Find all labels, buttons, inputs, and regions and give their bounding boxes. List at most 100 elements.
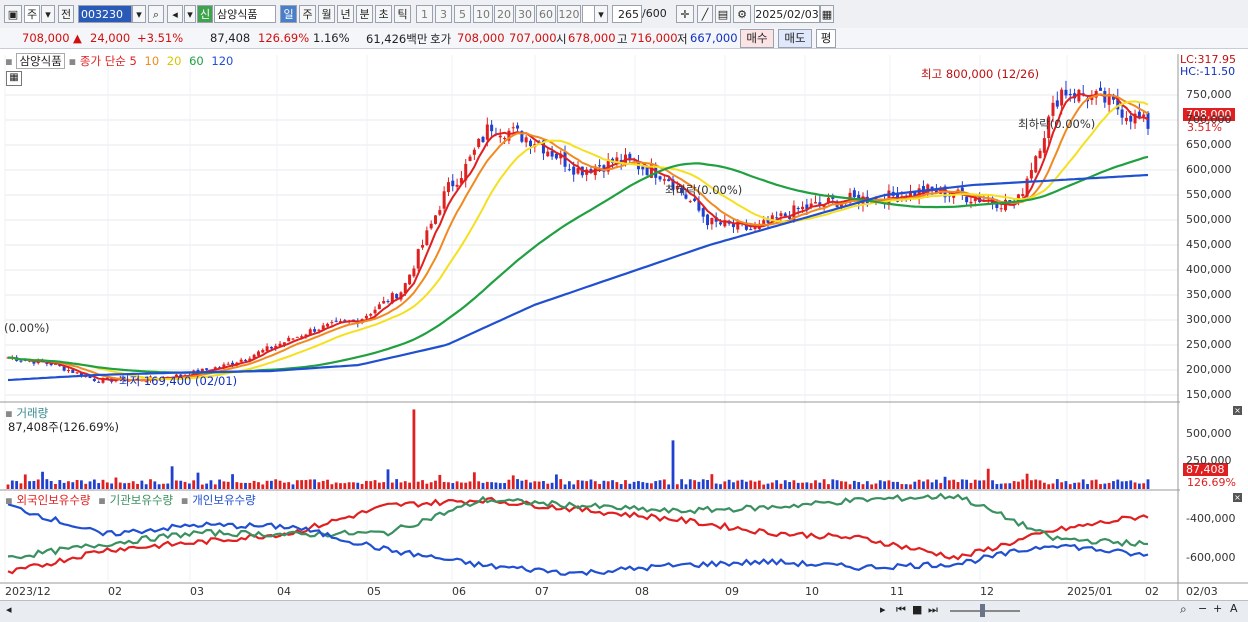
period-week[interactable]: 주 <box>299 5 316 23</box>
layout-icon[interactable]: ▣ <box>4 5 22 23</box>
candle-body <box>818 202 822 205</box>
volume-bar <box>576 480 580 489</box>
interval-5[interactable]: 5 <box>454 5 471 23</box>
zoom-slider[interactable] <box>950 610 1020 612</box>
scroll-left-icon[interactable]: ◂ <box>6 603 12 616</box>
speaker-dropdown-icon[interactable]: ▾ <box>184 5 196 23</box>
candle-body <box>909 190 912 198</box>
stock-code-input[interactable]: 003230 <box>78 5 132 23</box>
volume-bar <box>952 479 956 489</box>
volume-bar <box>308 479 312 489</box>
legend-foreign[interactable]: 외국인보유수량 <box>16 493 91 507</box>
volume-bar <box>697 481 701 489</box>
period-second[interactable]: 초 <box>375 5 392 23</box>
gear-icon[interactable]: ⚙ <box>733 5 751 23</box>
speaker-icon[interactable]: ◂ <box>167 5 183 23</box>
volume-bar <box>874 483 878 489</box>
stock-name[interactable]: 삼양식품 <box>214 5 276 23</box>
interval-30[interactable]: 30 <box>515 5 535 23</box>
interval-20[interactable]: 20 <box>494 5 514 23</box>
open-label: 시 <box>556 32 567 46</box>
period-tick[interactable]: 틱 <box>394 5 411 23</box>
legend-ma120[interactable]: 120 <box>211 54 234 68</box>
save-icon[interactable]: ▤ <box>715 5 731 23</box>
close-icon[interactable]: × <box>1233 406 1242 415</box>
period-month[interactable]: 월 <box>318 5 335 23</box>
buy-button[interactable]: 매수 <box>740 29 774 48</box>
period-year[interactable]: 년 <box>337 5 354 23</box>
candle-body <box>952 195 956 198</box>
chevron-down-icon[interactable]: ▾ <box>41 5 55 23</box>
candle-body <box>32 361 36 364</box>
candle-body <box>1055 100 1059 107</box>
search-icon[interactable]: ⌕ <box>1180 602 1187 616</box>
volume-bar <box>598 483 601 489</box>
legend-ma60[interactable]: 60 <box>189 54 204 68</box>
code-dropdown-icon[interactable]: ▾ <box>132 5 146 23</box>
calendar-icon[interactable]: ▦ <box>820 5 834 23</box>
sell-button[interactable]: 매도 <box>778 29 812 48</box>
legend-box-icon: ▪ <box>5 406 13 420</box>
volume-bar <box>857 482 861 489</box>
crosshair-icon[interactable]: ✛ <box>676 5 694 23</box>
volume-bar <box>1112 481 1115 489</box>
legend-retail[interactable]: 개인보유수량 <box>192 493 256 507</box>
bid-price-2: 707,000 <box>509 31 557 45</box>
interval-10[interactable]: 10 <box>473 5 493 23</box>
prev-button[interactable]: 전 <box>58 5 74 23</box>
interval-120[interactable]: 120 <box>557 5 581 23</box>
count-input[interactable]: 265 <box>612 5 642 23</box>
draw-line-icon[interactable]: ╱ <box>697 5 713 23</box>
legend-ma20[interactable]: 20 <box>166 54 182 68</box>
interval-1[interactable]: 1 <box>416 5 433 23</box>
zoom-in-icon[interactable]: + <box>1213 602 1223 615</box>
period-day[interactable]: 일 <box>280 5 297 23</box>
volume-bar <box>835 480 839 489</box>
legend-ma5[interactable]: 종가 단순 5 <box>79 54 137 68</box>
last-page-icon[interactable]: ⏭ <box>928 603 938 616</box>
bid-label: 호가 <box>430 32 452 46</box>
zoom-slider-handle[interactable] <box>980 604 985 617</box>
candle-body <box>252 354 256 359</box>
volume-bar <box>589 479 593 489</box>
scroll-right-icon[interactable]: ▸ <box>880 603 886 616</box>
candle-body <box>1124 117 1128 122</box>
candle-body <box>766 219 770 223</box>
legend-stock-name[interactable]: 삼양식품 <box>16 53 65 69</box>
volume-bar <box>105 482 109 489</box>
candle-body <box>1107 94 1111 105</box>
candle-body <box>390 293 394 304</box>
volume-bar <box>1146 479 1150 489</box>
zoom-out-icon[interactable]: − <box>1198 602 1208 615</box>
first-page-icon[interactable]: ⏮ <box>896 603 906 616</box>
moving-average-lines <box>7 92 1149 382</box>
volume-ratio: 126.69% <box>258 31 310 45</box>
volume-bar <box>667 484 671 489</box>
search-icon[interactable]: ⌕ <box>148 5 164 23</box>
date-input[interactable]: 2025/02/03 <box>754 5 820 23</box>
volume-bar <box>891 481 895 489</box>
period-minute[interactable]: 분 <box>356 5 373 23</box>
candle-body <box>667 179 671 182</box>
volume-bar <box>719 484 722 489</box>
avg-button[interactable]: 평 <box>816 29 836 48</box>
table-icon[interactable]: ▦ <box>6 71 22 86</box>
volume-legend-label[interactable]: 거래량 <box>16 406 49 420</box>
legend-ma10[interactable]: 10 <box>144 54 160 68</box>
candle-body <box>887 190 891 205</box>
market-select[interactable]: 주 <box>24 5 40 23</box>
interval-dropdown-icon[interactable]: ▾ <box>594 5 608 23</box>
legend-institution[interactable]: 기관보유수량 <box>109 493 174 507</box>
volume-bar <box>23 474 27 489</box>
candle-body <box>516 125 520 129</box>
price-tick-label: 150,000 <box>1186 388 1232 401</box>
bid-price-1: 708,000 <box>457 31 505 45</box>
text-size-icon[interactable]: A <box>1230 602 1238 615</box>
candle-body <box>386 301 390 303</box>
candle-body <box>434 215 437 224</box>
stop-icon[interactable]: ■ <box>912 603 923 616</box>
interval-60[interactable]: 60 <box>536 5 556 23</box>
close-icon[interactable]: × <box>1233 493 1242 502</box>
volume-bar <box>602 480 606 489</box>
interval-3[interactable]: 3 <box>435 5 452 23</box>
